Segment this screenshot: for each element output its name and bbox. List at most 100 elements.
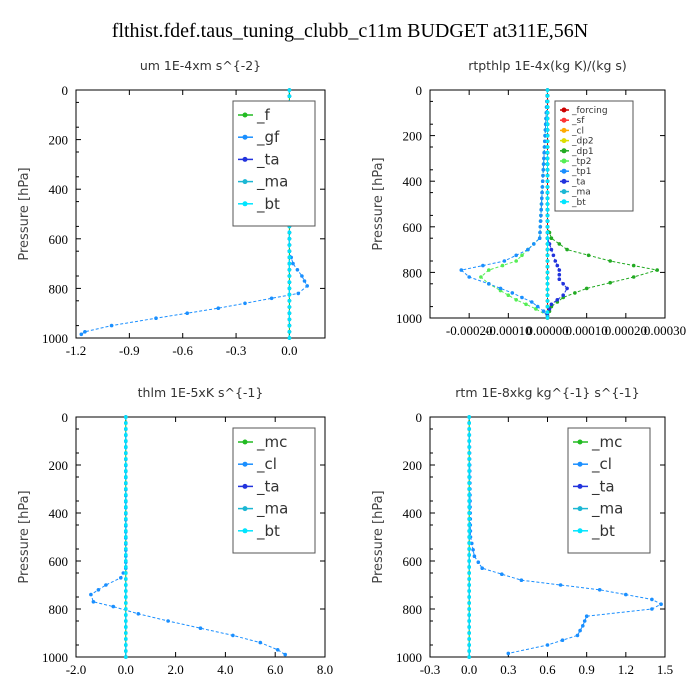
data-point	[555, 298, 560, 302]
y-tick-label: 600	[49, 232, 69, 247]
data-point	[520, 295, 524, 300]
data-point	[581, 624, 585, 628]
data-point	[467, 631, 472, 635]
data-point	[545, 282, 550, 286]
data-point	[545, 270, 550, 275]
data-point	[561, 282, 565, 286]
data-point	[545, 173, 550, 178]
legend-swatch-marker	[561, 138, 567, 144]
x-tick-label: -0.3	[226, 343, 247, 358]
data-point	[545, 179, 550, 183]
data-point	[119, 576, 123, 580]
data-point	[526, 247, 530, 252]
data-point	[524, 302, 528, 307]
chart-panel-2: rtpthlp 1E-4x(kg K)/(kg s) Pressure [hPa]…	[371, 58, 686, 338]
data-point	[287, 292, 292, 297]
data-point	[476, 560, 481, 564]
data-point	[124, 583, 128, 587]
legend-entry: _bt	[256, 195, 280, 214]
data-point	[584, 286, 589, 291]
data-point	[467, 469, 472, 473]
data-point	[287, 243, 292, 247]
legend-entry: _cl	[256, 455, 277, 474]
data-point	[283, 652, 288, 657]
y-tick-label: 200	[49, 133, 69, 148]
data-point	[216, 306, 221, 311]
data-point	[89, 592, 93, 597]
legend-swatch-marker	[242, 461, 248, 467]
data-point	[557, 272, 562, 277]
series-tp1	[459, 88, 550, 319]
data-point	[472, 554, 477, 558]
data-point	[535, 304, 540, 309]
data-point	[296, 291, 301, 296]
data-point	[291, 261, 295, 266]
data-point	[287, 311, 292, 316]
data-point	[540, 179, 545, 183]
data-point	[166, 619, 170, 623]
data-point	[467, 457, 472, 461]
data-point	[124, 451, 128, 455]
y-tick-label: 1000	[42, 331, 68, 346]
data-point	[269, 296, 274, 301]
data-point	[561, 293, 565, 298]
data-point	[124, 535, 128, 539]
data-point	[79, 332, 84, 337]
data-point	[124, 565, 128, 569]
data-point	[295, 268, 300, 272]
data-point	[467, 583, 472, 587]
data-point	[124, 475, 128, 479]
x-tick-label: 4.0	[217, 662, 233, 677]
data-point	[459, 268, 464, 272]
y-tick-label: 1000	[396, 650, 422, 665]
legend-swatch-marker	[242, 201, 248, 207]
data-point	[305, 284, 310, 288]
data-point	[287, 323, 292, 328]
y-axis-label: Pressure [hPa]	[17, 490, 32, 583]
data-point	[551, 253, 556, 258]
x-tick-label: -0.3	[420, 662, 441, 677]
data-point	[506, 293, 511, 298]
page-title: flthist.fdef.taus_tuning_clubb_c11m BUDG…	[111, 20, 589, 42]
plot-frame	[75, 89, 326, 339]
legend-swatch-marker	[561, 158, 567, 164]
data-point	[560, 638, 565, 642]
data-point	[545, 145, 550, 149]
data-point	[538, 219, 543, 223]
data-point	[124, 547, 128, 551]
data-point	[542, 156, 546, 161]
data-point	[565, 286, 569, 291]
data-point	[467, 625, 472, 629]
data-point	[467, 637, 472, 641]
data-point	[467, 475, 472, 479]
data-point	[549, 247, 554, 252]
data-point	[124, 613, 128, 617]
x-tick-label: 0.0	[461, 662, 477, 677]
legend-swatch-marker	[242, 134, 248, 140]
data-point	[545, 111, 550, 115]
data-point	[537, 236, 542, 240]
data-point	[287, 336, 292, 340]
data-point	[121, 571, 126, 575]
data-point	[96, 588, 101, 592]
data-point	[467, 445, 472, 449]
y-tick-label: 1000	[42, 650, 68, 665]
data-point	[545, 253, 550, 258]
data-point	[467, 487, 472, 491]
legend: _mc _cl _ta _ma _bt	[232, 427, 316, 554]
data-point	[287, 261, 292, 266]
data-point	[584, 614, 589, 618]
legend-entry: _f	[256, 106, 271, 125]
legend-entry: _ma	[591, 500, 623, 519]
data-point	[467, 505, 472, 509]
data-point	[287, 286, 292, 291]
x-tick-label: -0.00010	[485, 323, 532, 338]
data-point	[555, 263, 560, 268]
data-point	[545, 236, 550, 240]
data-point	[467, 463, 472, 467]
legend-entry: _cl	[591, 455, 612, 474]
data-point	[467, 643, 472, 647]
data-point	[124, 463, 128, 467]
legend: _forcing_sf_cl_dp2_dp1_tp2_tp1_ta_ma_bt	[554, 100, 634, 212]
data-point	[538, 230, 542, 235]
